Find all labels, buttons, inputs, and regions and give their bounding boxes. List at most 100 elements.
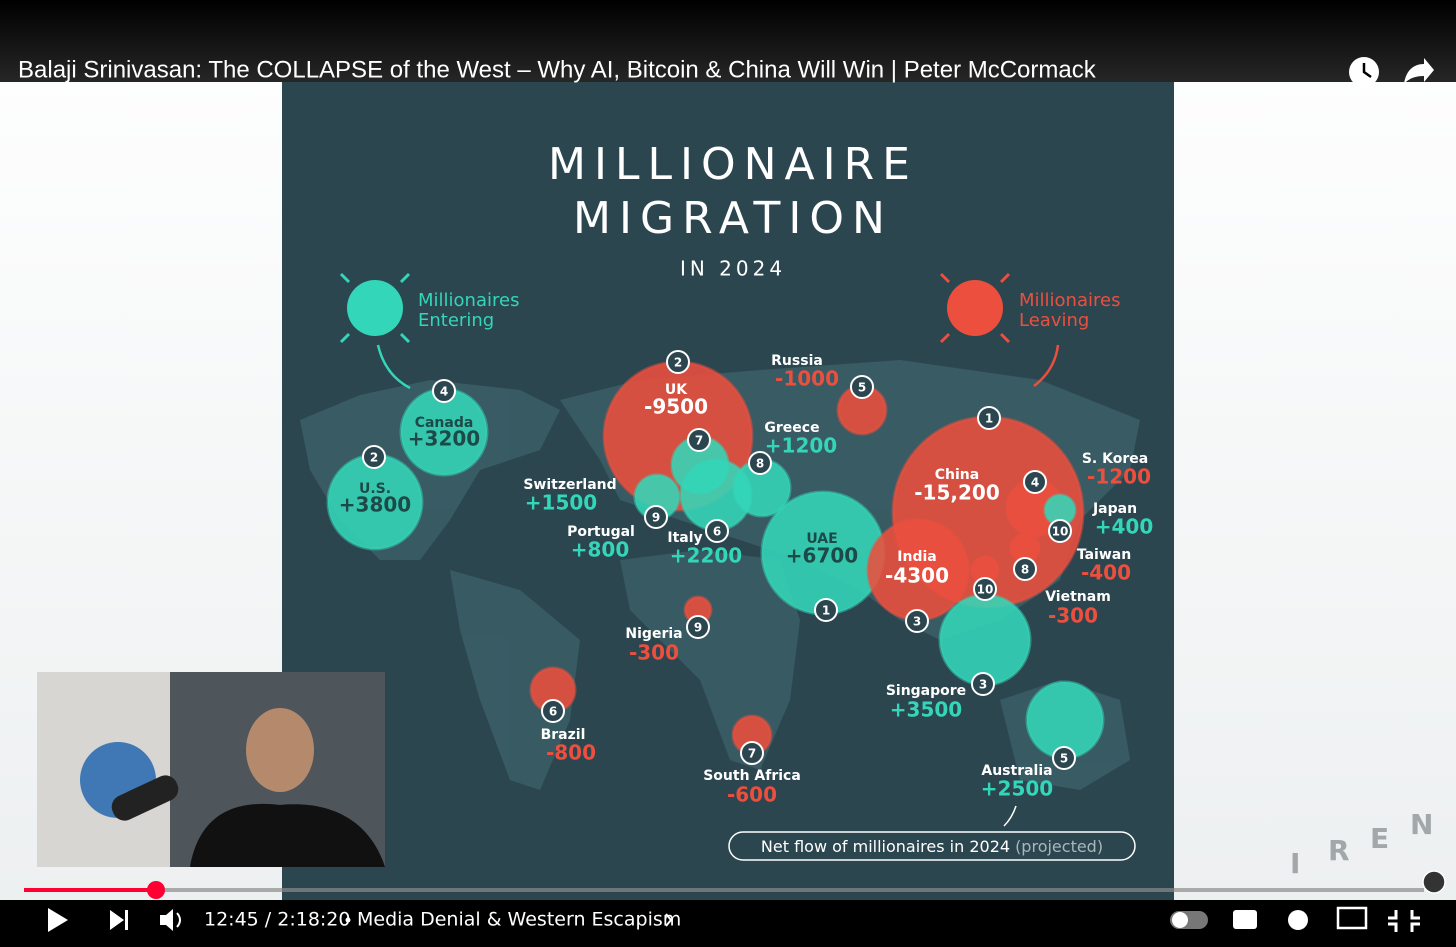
rank-number: 9 (652, 511, 660, 525)
progress-track[interactable] (24, 888, 1424, 892)
legend-arrow (399, 332, 411, 344)
footnote-text: Net flow of millionaires in 2024 (761, 837, 1010, 856)
legend-arrow (999, 272, 1011, 284)
country-value: -15,200 (914, 481, 999, 505)
rank-badge (748, 451, 772, 475)
infographic-title: MIGRATION (573, 193, 893, 244)
top-bar (0, 0, 1456, 82)
country-value: -400 (1081, 561, 1131, 585)
rank-badge (687, 428, 711, 452)
chapters-icon[interactable] (1422, 870, 1446, 894)
country-value: +400 (1095, 515, 1154, 539)
volume-button[interactable] (160, 909, 181, 931)
subtitles-button[interactable] (1233, 910, 1257, 929)
country-bubble (938, 593, 1032, 687)
rank-badge (1052, 746, 1076, 770)
country-name: Singapore (886, 683, 966, 699)
clock-icon[interactable] (1349, 57, 1379, 87)
country-value: +3200 (408, 427, 480, 451)
rank-badge (541, 699, 565, 723)
rank-number: 3 (913, 615, 921, 629)
rank-number: 2 (370, 451, 378, 465)
rank-number: 10 (1052, 525, 1069, 539)
country-value: -9500 (644, 395, 708, 419)
footnote-pill (728, 831, 1136, 861)
bubbles (326, 360, 1105, 760)
next-bar (125, 910, 128, 930)
rank-number: 4 (440, 385, 448, 399)
labels: 4 Canada+3200 2 U.S.+3800 2 UK-9500 5 Russia-10… (339, 350, 1154, 807)
country-name: Taiwan (1077, 547, 1131, 563)
country-name: Japan (1092, 501, 1137, 517)
country-name: Russia (771, 353, 823, 369)
country-name: UAE (806, 531, 837, 547)
legend-marker (947, 280, 1003, 336)
separator-dot (345, 917, 351, 923)
next-button[interactable] (110, 910, 128, 930)
watermark-letter: E (1370, 822, 1389, 855)
legend-marker (347, 280, 403, 336)
play-button[interactable] (48, 908, 68, 932)
webcam-person-body (190, 803, 385, 867)
time-display: 12:45 / 2:18:20 (204, 909, 350, 931)
share-icon[interactable] (1404, 58, 1434, 84)
rank-badge (814, 598, 838, 622)
webcam-inset (37, 672, 385, 867)
country-value: -1000 (775, 367, 839, 391)
legend-pointer (376, 344, 411, 390)
country-name: India (897, 549, 936, 565)
volume-wave (176, 912, 181, 928)
infographic-subtitle: IN 2024 (680, 257, 786, 281)
rank-badge (1048, 519, 1072, 543)
rank-badge (971, 672, 995, 696)
rank-number: 8 (756, 457, 764, 471)
progress-played (24, 888, 156, 892)
country-value: +3800 (339, 493, 411, 517)
country-name: S. Korea (1082, 451, 1148, 467)
legend-arrow (339, 332, 351, 344)
country-value: +2500 (981, 777, 1053, 801)
rank-number: 9 (694, 621, 702, 635)
legend-label: Millionaires (418, 290, 519, 311)
rank-badge (973, 577, 997, 601)
chapter-title[interactable]: Media Denial & Western Escapism (357, 909, 681, 931)
country-name: Australia (981, 763, 1052, 779)
watermark-letter: N (1410, 808, 1433, 841)
rank-number: 10 (977, 583, 994, 597)
rank-number: 6 (713, 525, 721, 539)
speaker (160, 909, 173, 931)
webcam-person-head (246, 708, 314, 792)
legend-arrow (939, 332, 951, 344)
country-name: Italy (667, 530, 702, 546)
country-value: -4300 (885, 564, 949, 588)
infographic-title: MILLIONAIRE (548, 139, 918, 190)
exit-fullscreen-button[interactable] (1388, 910, 1420, 932)
settings-button[interactable] (1288, 910, 1308, 930)
legend-pointer (1033, 344, 1060, 387)
legend-arrow (339, 272, 351, 284)
rank-number: 5 (1060, 752, 1068, 766)
chapter-chevron[interactable] (665, 913, 673, 927)
next-triangle (110, 910, 124, 930)
rank-badge (740, 741, 764, 765)
rank-number: 4 (1031, 476, 1039, 490)
country-name: South Africa (703, 768, 801, 784)
rank-badge (644, 505, 668, 529)
country-name: UK (665, 382, 688, 398)
rank-number: 5 (858, 381, 866, 395)
country-name: Brazil (541, 727, 586, 743)
airplay-button[interactable] (1336, 906, 1368, 930)
legend-label: Millionaires (1019, 290, 1120, 311)
progress-knob[interactable] (147, 881, 165, 899)
rank-badge (977, 406, 1001, 430)
rank-badge (1013, 557, 1037, 581)
country-value: +3500 (890, 698, 962, 722)
country-name: Switzerland (523, 477, 616, 493)
rank-badge (905, 609, 929, 633)
country-value: +1500 (525, 491, 597, 515)
rank-number: 1 (985, 412, 993, 426)
legend-label: Entering (418, 310, 494, 331)
watermark-letter: R (1328, 834, 1350, 867)
